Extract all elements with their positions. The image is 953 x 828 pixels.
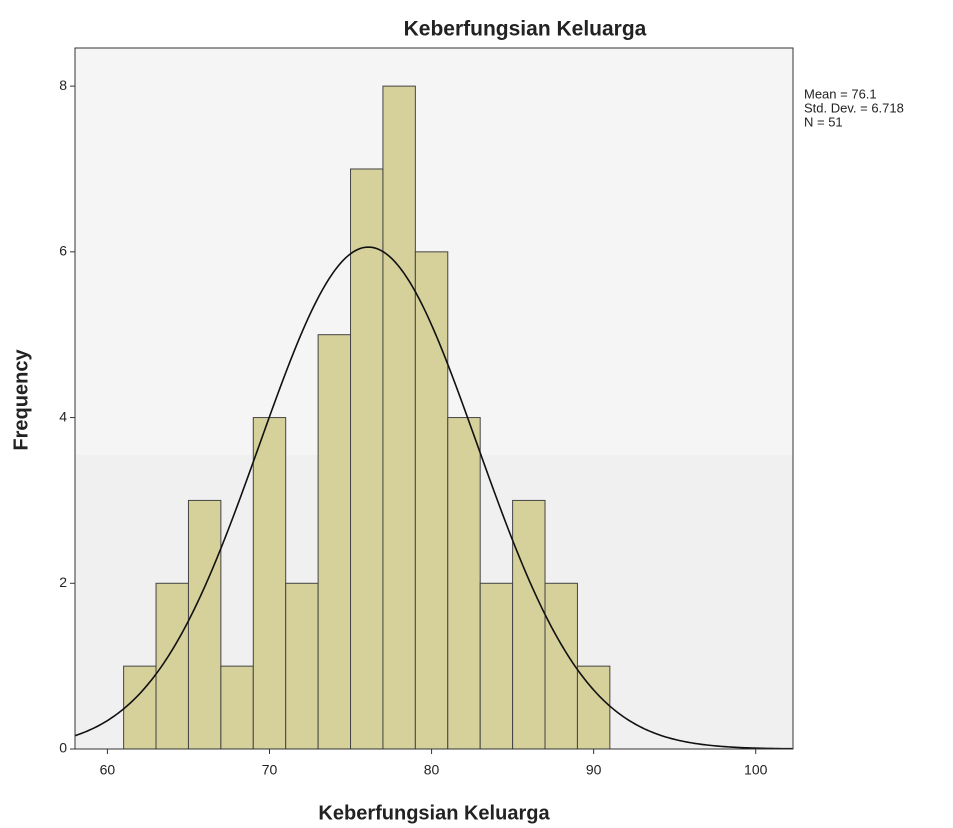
y-axis-title: Frequency bbox=[10, 349, 32, 451]
bar bbox=[479, 582, 514, 750]
x-tick-label: 70 bbox=[262, 762, 278, 778]
y-tick-label: 0 bbox=[59, 740, 67, 756]
x-tick-label: 60 bbox=[100, 762, 116, 778]
bar bbox=[447, 417, 481, 750]
bar bbox=[123, 665, 157, 750]
bar bbox=[220, 665, 254, 750]
chart-title: Keberfungsian Keluarga bbox=[404, 18, 647, 41]
bar bbox=[285, 582, 319, 750]
bar bbox=[576, 665, 611, 750]
y-tick-label: 4 bbox=[59, 408, 67, 424]
y-tick-label: 8 bbox=[59, 77, 67, 93]
bar bbox=[317, 334, 352, 750]
x-tick-label: 80 bbox=[424, 762, 440, 778]
stat-sd: Std. Dev. = 6.718 bbox=[804, 100, 904, 115]
bar bbox=[512, 499, 546, 750]
x-tick-label: 100 bbox=[744, 762, 768, 778]
plot-frame bbox=[74, 47, 794, 750]
bar bbox=[544, 582, 578, 750]
x-axis-title: Keberfungsian Keluarga bbox=[318, 802, 550, 824]
stat-n: N = 51 bbox=[804, 114, 843, 129]
bar bbox=[350, 168, 384, 750]
y-tick-label: 2 bbox=[59, 574, 67, 590]
y-tick-label: 6 bbox=[59, 243, 67, 259]
bar bbox=[382, 85, 416, 750]
x-tick-label: 90 bbox=[586, 762, 602, 778]
bar bbox=[252, 417, 287, 750]
bar bbox=[187, 499, 222, 750]
normal-curve bbox=[74, 246, 794, 750]
bar bbox=[414, 251, 449, 750]
stat-mean: Mean = 76.1 bbox=[804, 86, 877, 101]
